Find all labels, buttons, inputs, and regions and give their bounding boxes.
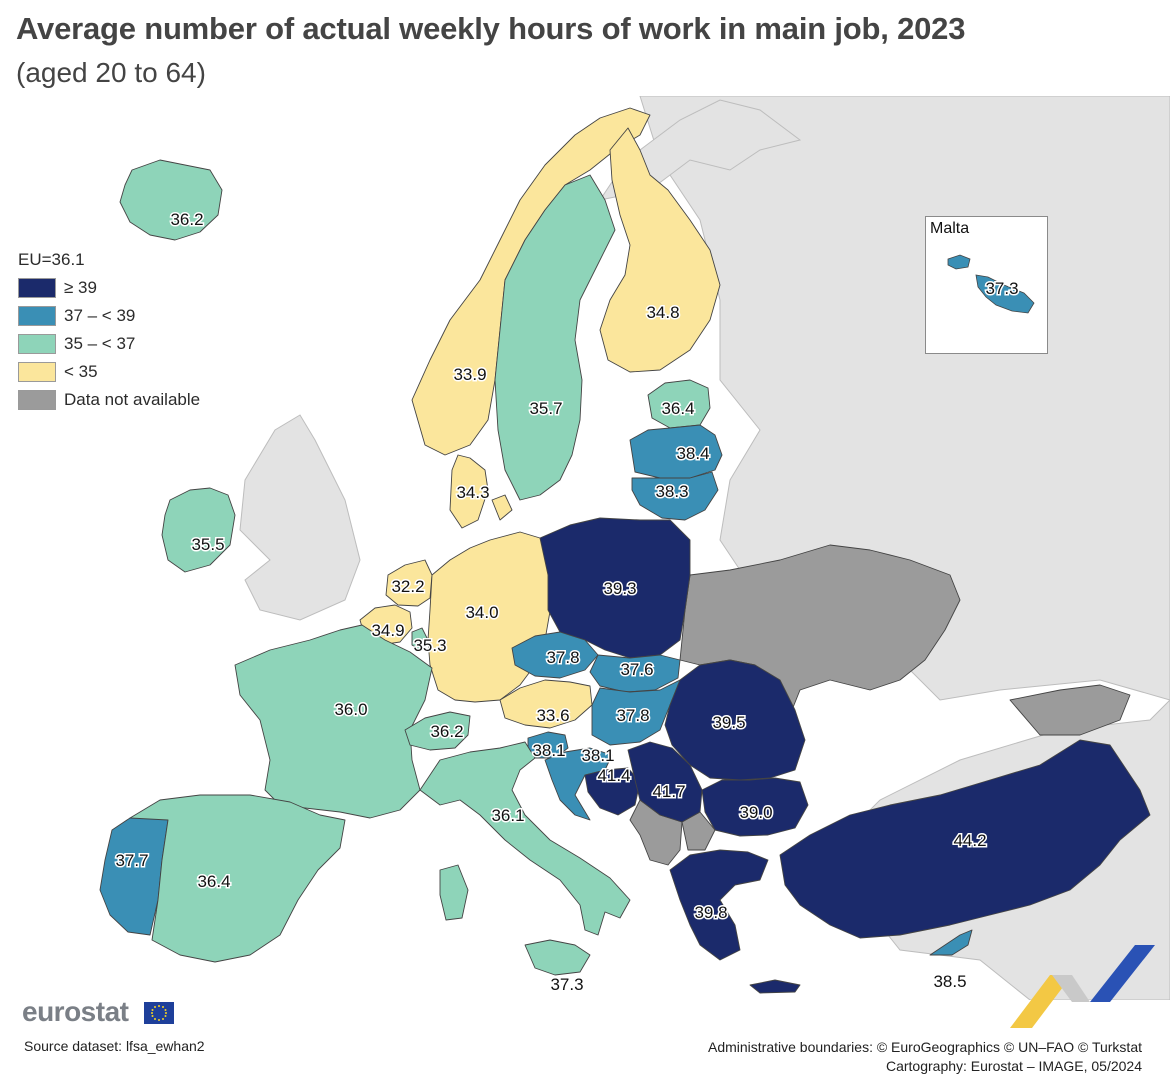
- value-label-sk: 37.6: [620, 660, 653, 679]
- country-lt: [631, 471, 719, 521]
- value-label-bg: 39.0: [739, 803, 772, 822]
- country-rs: [627, 741, 703, 823]
- value-label-is: 36.2: [170, 210, 203, 229]
- legend-label: < 35: [64, 362, 98, 381]
- country-se: [494, 174, 616, 501]
- value-label-ch: 36.2: [430, 722, 463, 741]
- legend: EU=36.1 ≥ 39 37 – < 39 35 – < 37 < 35 Da…: [18, 250, 200, 414]
- value-label-pt: 37.7: [115, 851, 148, 870]
- legend-swatch: [18, 278, 56, 298]
- value-label-be: 34.9: [371, 621, 404, 640]
- credits-cartography: Cartography: Eurostat – IMAGE, 05/2024: [885, 1057, 1142, 1074]
- country-fi: [599, 127, 721, 373]
- value-label-ro: 39.5: [712, 713, 745, 732]
- country-dk: [449, 454, 513, 529]
- malta-inset-map: 37.3: [947, 254, 1035, 314]
- value-label-lt: 38.3: [655, 482, 688, 501]
- value-label-ba: 41.4: [597, 766, 630, 785]
- legend-item: Data not available: [18, 386, 200, 414]
- legend-label: 35 – < 37: [64, 334, 136, 353]
- country-lu: [411, 627, 429, 651]
- country-it-sicily: [524, 939, 591, 976]
- value-label-lv: 38.4: [676, 444, 709, 463]
- legend-item: ≥ 39: [18, 274, 200, 302]
- country-tr: [779, 739, 1151, 939]
- value-label-at: 33.6: [536, 706, 569, 725]
- value-label-fi: 34.8: [646, 303, 679, 322]
- credits-boundaries: Administrative boundaries: © EuroGeograp…: [707, 1039, 1142, 1055]
- value-label-pl: 39.3: [603, 579, 636, 598]
- country-ch: [404, 711, 471, 751]
- country-nl: [385, 559, 433, 607]
- legend-label: Data not available: [64, 390, 201, 409]
- country-it: [419, 741, 631, 936]
- country-lv: [629, 424, 723, 479]
- eu-flag-icon: [144, 1002, 174, 1024]
- map-title: Average number of actual weekly hours of…: [16, 11, 966, 46]
- no-data-region: [1009, 684, 1131, 736]
- value-labels: 36.2 33.9 35.7 34.8 36.4 38.4 38.3 34.3 35.5 32.2…: [114, 209, 988, 996]
- source-dataset: Source dataset: lfsa_ewhan2: [24, 1038, 205, 1054]
- country-is: [119, 159, 223, 241]
- value-label-es: 36.4: [197, 872, 230, 891]
- value-label-it: 36.1: [491, 806, 524, 825]
- legend-item: 35 – < 37: [18, 330, 200, 358]
- legend-swatch: [18, 306, 56, 326]
- country-pl: [539, 517, 691, 659]
- legend-label: 37 – < 39: [64, 306, 136, 325]
- value-label-cy: 38.5: [933, 972, 966, 991]
- map-subtitle: (aged 20 to 64): [16, 57, 206, 88]
- value-label-rs: 41.7: [652, 782, 685, 801]
- value-label-no: 33.9: [453, 365, 486, 384]
- country-es: [129, 794, 346, 963]
- legend-label: ≥ 39: [64, 278, 97, 297]
- value-label-ee: 36.4: [661, 399, 694, 418]
- country-ba: [584, 767, 641, 816]
- malta-island: [947, 254, 1035, 314]
- malta-value-label: 37.3: [985, 279, 1018, 298]
- value-label-hu: 37.8: [616, 706, 649, 725]
- country-ee: [647, 379, 711, 429]
- country-sk: [589, 654, 681, 693]
- value-label-fr: 36.0: [334, 700, 367, 719]
- country-hr: [544, 747, 613, 821]
- value-label-si: 38.1: [532, 741, 565, 760]
- value-label-tr: 44.2: [953, 831, 986, 850]
- legend-eu-average: EU=36.1: [18, 250, 85, 269]
- value-label-hr: 38.1: [581, 746, 614, 765]
- malta-inset-title: Malta: [930, 220, 970, 237]
- value-label-nl: 32.2: [391, 577, 424, 596]
- value-label-dk: 34.3: [456, 483, 489, 502]
- countries-layer: [99, 107, 1151, 994]
- country-ro: [664, 659, 806, 781]
- country-bg: [701, 777, 809, 837]
- legend-swatch: [18, 362, 56, 382]
- value-label-gr: 39.8: [694, 903, 727, 922]
- legend-swatch: [18, 390, 56, 410]
- malta-inset: 37.3 Malta: [925, 216, 1048, 354]
- country-ie: [161, 487, 236, 573]
- value-label-cz: 37.8: [546, 648, 579, 667]
- legend-item: < 35: [18, 358, 200, 386]
- country-gr: [669, 849, 801, 994]
- value-label-it-sicily: 37.3: [550, 975, 583, 994]
- legend-item: 37 – < 39: [18, 302, 200, 330]
- value-label-de: 34.0: [465, 603, 498, 622]
- eurostat-logo: eurostat: [22, 996, 129, 1027]
- country-cy: [929, 929, 973, 956]
- legend-swatch: [18, 334, 56, 354]
- value-label-ie: 35.5: [191, 535, 224, 554]
- country-fr: [234, 624, 433, 819]
- credits: Administrative boundaries: © EuroGeograp…: [708, 1038, 1142, 1076]
- value-label-se: 35.7: [529, 399, 562, 418]
- brand-graphic-icon: [1010, 945, 1155, 1028]
- country-cz: [511, 631, 599, 679]
- value-label-lu: 35.3: [413, 636, 446, 655]
